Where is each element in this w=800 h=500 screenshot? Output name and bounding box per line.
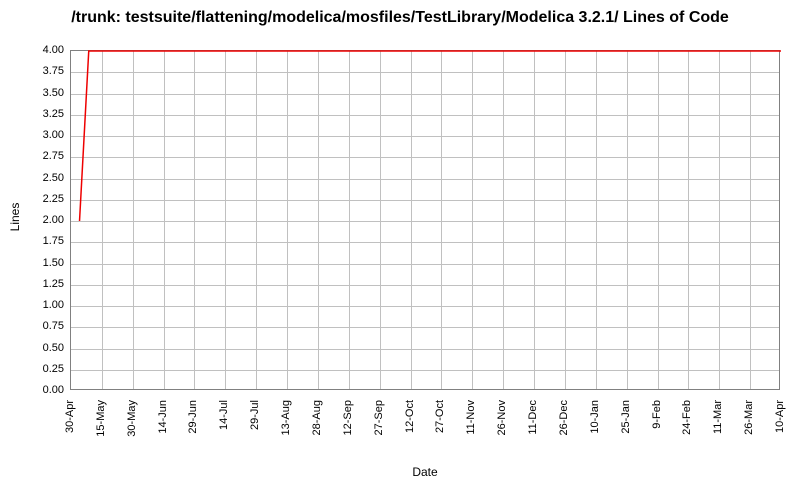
- y-gridline: [71, 285, 779, 286]
- x-tick-label: 30-May: [126, 400, 138, 500]
- x-tick-label: 12-Oct: [404, 400, 416, 500]
- y-tick-label: 1.00: [0, 299, 64, 311]
- y-gridline: [71, 370, 779, 371]
- y-gridline: [71, 179, 779, 180]
- x-tick-label: 26-Nov: [496, 400, 508, 500]
- x-tick-label: 26-Dec: [558, 400, 570, 500]
- x-gridline: [750, 51, 751, 389]
- x-tick-label: 27-Oct: [434, 400, 446, 500]
- y-tick-label: 2.75: [0, 150, 64, 162]
- y-gridline: [71, 136, 779, 137]
- x-tick-label: 13-Aug: [280, 400, 292, 500]
- y-tick-label: 1.50: [0, 257, 64, 269]
- x-tick-label: 10-Jan: [589, 400, 601, 500]
- y-gridline: [71, 349, 779, 350]
- x-gridline: [194, 51, 195, 389]
- y-tick-label: 0.00: [0, 384, 64, 396]
- y-tick-label: 2.00: [0, 214, 64, 226]
- y-gridline: [71, 242, 779, 243]
- x-tick-label: 10-Apr: [774, 400, 786, 500]
- x-tick-label: 29-Jun: [187, 400, 199, 500]
- x-gridline: [164, 51, 165, 389]
- x-gridline: [287, 51, 288, 389]
- x-gridline: [565, 51, 566, 389]
- x-tick-label: 9-Feb: [651, 400, 663, 500]
- x-tick-label: 29-Jul: [249, 400, 261, 500]
- x-tick-label: 24-Feb: [681, 400, 693, 500]
- plot-area: [70, 50, 780, 390]
- x-tick-label: 11-Nov: [465, 400, 477, 500]
- y-tick-label: 4.00: [0, 44, 64, 56]
- x-tick-label: 12-Sep: [342, 400, 354, 500]
- y-tick-label: 1.75: [0, 235, 64, 247]
- x-tick-label: 27-Sep: [373, 400, 385, 500]
- x-gridline: [719, 51, 720, 389]
- x-tick-label: 14-Jun: [157, 400, 169, 500]
- x-gridline: [318, 51, 319, 389]
- x-gridline: [658, 51, 659, 389]
- y-gridline: [71, 221, 779, 222]
- y-gridline: [71, 327, 779, 328]
- x-axis-label: Date: [70, 465, 780, 479]
- x-gridline: [102, 51, 103, 389]
- x-tick-label: 14-Jul: [218, 400, 230, 500]
- x-tick-label: 28-Aug: [311, 400, 323, 500]
- y-tick-label: 0.25: [0, 363, 64, 375]
- x-tick-label: 15-May: [95, 400, 107, 500]
- y-tick-label: 3.75: [0, 65, 64, 77]
- y-gridline: [71, 94, 779, 95]
- x-gridline: [380, 51, 381, 389]
- x-gridline: [441, 51, 442, 389]
- x-gridline: [534, 51, 535, 389]
- x-gridline: [596, 51, 597, 389]
- y-tick-label: 3.00: [0, 129, 64, 141]
- x-tick-label: 11-Mar: [712, 400, 724, 500]
- x-gridline: [256, 51, 257, 389]
- x-gridline: [627, 51, 628, 389]
- y-tick-label: 2.50: [0, 172, 64, 184]
- y-gridline: [71, 264, 779, 265]
- y-tick-label: 3.25: [0, 108, 64, 120]
- x-gridline: [225, 51, 226, 389]
- x-tick-label: 30-Apr: [64, 400, 76, 500]
- x-gridline: [472, 51, 473, 389]
- chart-title: /trunk: testsuite/flattening/modelica/mo…: [0, 0, 800, 33]
- y-gridline: [71, 306, 779, 307]
- x-gridline: [133, 51, 134, 389]
- y-tick-label: 2.25: [0, 193, 64, 205]
- y-gridline: [71, 200, 779, 201]
- x-gridline: [688, 51, 689, 389]
- y-gridline: [71, 115, 779, 116]
- x-gridline: [349, 51, 350, 389]
- y-tick-label: 0.50: [0, 342, 64, 354]
- y-tick-label: 3.50: [0, 87, 64, 99]
- x-tick-label: 26-Mar: [743, 400, 755, 500]
- x-gridline: [503, 51, 504, 389]
- y-gridline: [71, 72, 779, 73]
- y-tick-label: 0.75: [0, 320, 64, 332]
- y-gridline: [71, 157, 779, 158]
- y-tick-label: 1.25: [0, 278, 64, 290]
- x-tick-label: 25-Jan: [620, 400, 632, 500]
- x-gridline: [411, 51, 412, 389]
- x-tick-label: 11-Dec: [527, 400, 539, 500]
